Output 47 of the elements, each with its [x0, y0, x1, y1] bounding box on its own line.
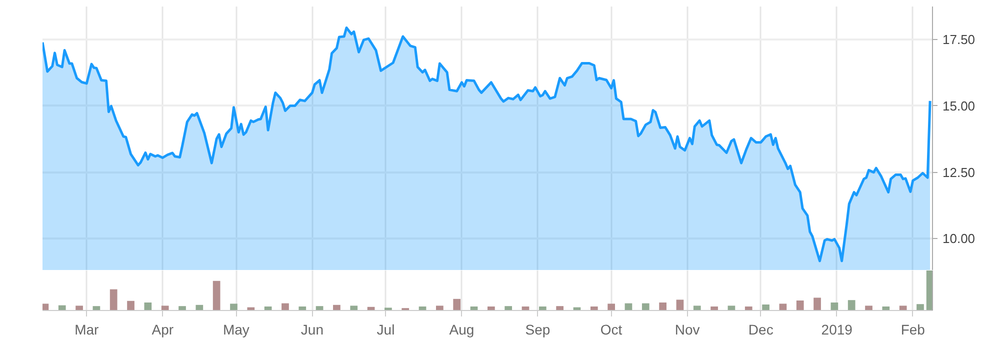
bar — [453, 298, 461, 310]
bar — [659, 302, 666, 310]
bar — [178, 306, 186, 310]
bar — [848, 300, 856, 310]
bar — [676, 300, 684, 310]
bar — [196, 304, 204, 310]
bar — [350, 306, 358, 310]
x-tick-label: Oct — [600, 322, 622, 338]
x-tick-label: Jun — [300, 322, 324, 338]
bar — [161, 306, 169, 310]
x-tick-label: Nov — [674, 322, 700, 338]
bar — [42, 304, 49, 310]
x-tick-label: Dec — [748, 322, 774, 338]
bar — [814, 298, 821, 310]
bar — [762, 304, 770, 310]
x-tick-label: Sep — [525, 322, 550, 338]
y-tick-label: 17.50 — [942, 32, 976, 48]
y-tick-label: 15.00 — [942, 98, 976, 114]
bar — [916, 304, 924, 310]
bar — [693, 306, 701, 310]
bar — [865, 306, 872, 310]
x-tick-label: Mar — [74, 322, 100, 338]
bar — [333, 304, 340, 310]
y-tick-label: 12.50 — [942, 164, 976, 180]
bar — [384, 308, 392, 310]
x-tick-label: Aug — [449, 322, 474, 338]
bar — [608, 304, 615, 310]
bar — [127, 300, 134, 310]
bar — [504, 306, 512, 310]
bar — [110, 289, 118, 310]
bar — [779, 304, 787, 310]
y-tick-label: 10.00 — [942, 231, 976, 246]
bar — [796, 300, 804, 310]
bar — [282, 303, 289, 310]
bar — [212, 280, 220, 310]
bar — [436, 306, 444, 310]
x-tick-label: 2019 — [821, 322, 853, 338]
bar — [230, 304, 238, 310]
bar — [642, 303, 650, 310]
x-tick-label: Jul — [376, 322, 395, 338]
bar — [144, 302, 152, 310]
bar — [556, 306, 564, 310]
bar — [76, 306, 83, 310]
bar — [899, 306, 907, 310]
x-tick-label: Feb — [900, 322, 926, 338]
x-tick-label: May — [222, 322, 250, 338]
x-tick-label: Apr — [152, 322, 174, 338]
